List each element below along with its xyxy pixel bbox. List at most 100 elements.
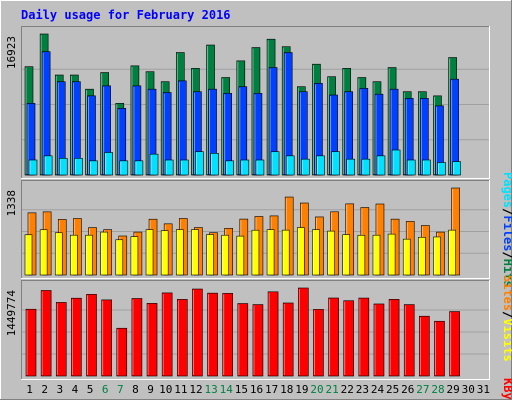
visits-bar-24 <box>372 234 381 276</box>
day-label-28: 28 <box>431 383 444 396</box>
day-label-3: 3 <box>57 383 64 396</box>
legend-sep-1: / <box>501 208 512 215</box>
day-label-9: 9 <box>147 383 154 396</box>
day-label-2: 2 <box>41 383 48 396</box>
visits-bar-26 <box>402 238 411 276</box>
files-bar-29 <box>450 78 459 176</box>
visits-bar-16 <box>251 229 260 276</box>
kbytes-bar-10 <box>161 292 173 377</box>
legend-sep-3: / <box>501 311 512 318</box>
visits-bar-3 <box>54 232 63 276</box>
legend-visits: Visits <box>501 318 512 361</box>
visits-bar-13 <box>206 234 214 276</box>
kbytes-bar-14 <box>222 293 233 377</box>
kbytes-bar-22 <box>343 300 355 377</box>
svg-text:Pages/Files/Hits: Pages/Files/Hits <box>501 172 512 288</box>
pages-bar-5 <box>89 160 98 176</box>
day-label-31: 31 <box>477 383 490 396</box>
kbytes-bar-23 <box>358 297 370 377</box>
visits-bar-1 <box>24 234 33 276</box>
day-axis-labels: 1 2 3 4 5 6 7 8 9 10 11 12 13 14 15 16 17 18 19 20 21 22 23 24 2… <box>26 383 490 396</box>
visits-bar-6 <box>100 231 108 276</box>
pages-bar-11 <box>179 159 189 176</box>
visits-bar-21 <box>327 230 335 276</box>
day-label-4: 4 <box>72 383 79 396</box>
day-label-20: 20 <box>310 383 323 396</box>
day-label-10: 10 <box>159 383 172 396</box>
pages-bar-16 <box>255 159 265 176</box>
visits-bar-23 <box>357 234 366 276</box>
visits-bar-14 <box>221 234 229 276</box>
day-label-16: 16 <box>250 383 263 396</box>
kbytes-bar-19 <box>298 287 309 377</box>
kbytes-bar-15 <box>237 303 249 377</box>
visits-bar-4 <box>70 234 78 276</box>
kbytes-bar-3 <box>55 302 67 377</box>
pages-bar-1 <box>28 159 38 176</box>
kbytes-bar-28 <box>434 320 445 377</box>
visits-bar-17 <box>266 229 275 276</box>
day-label-1: 1 <box>26 383 33 396</box>
day-label-11: 11 <box>174 383 187 396</box>
kbytes-bar-8 <box>131 298 143 377</box>
pages-bar-13 <box>210 153 219 176</box>
kbytes-bar-9 <box>146 303 158 377</box>
day-label-12: 12 <box>189 383 202 396</box>
day-label-29: 29 <box>447 383 460 396</box>
legend-pages: Pages <box>501 172 512 208</box>
visits-bar-10 <box>160 230 169 276</box>
visits-bar-15 <box>236 235 245 276</box>
kbytes-bar-29 <box>449 311 460 377</box>
pages-bar-27 <box>422 159 431 176</box>
kbytes-bar-5 <box>86 294 97 377</box>
pages-bar-3 <box>58 158 68 176</box>
day-label-23: 23 <box>356 383 369 396</box>
panel-sites-visits: 1338 <box>5 180 490 279</box>
visits-bar-11 <box>175 229 184 276</box>
y-max-label: 16923 <box>5 36 18 69</box>
day-label-25: 25 <box>386 383 399 396</box>
pages-bar-4 <box>74 158 83 176</box>
day-label-8: 8 <box>132 383 139 396</box>
pages-bar-28 <box>437 162 446 176</box>
day-label-19: 19 <box>295 383 308 396</box>
legend-kbytes: KBytes <box>501 378 512 400</box>
visits-bar-12 <box>191 229 199 276</box>
legend-bot: KBytes <box>501 378 512 404</box>
visits-bar-28 <box>433 236 441 276</box>
legend-mid: Sites/Visits <box>501 275 512 362</box>
kbytes-bar-6 <box>101 299 112 377</box>
day-label-7: 7 <box>117 383 124 396</box>
visits-bar-25 <box>387 233 396 276</box>
day-label-5: 5 <box>87 383 94 396</box>
kbytes-bar-17 <box>267 291 279 377</box>
panel-kbytes: 1449774 <box>5 280 490 380</box>
pages-bar-21 <box>331 151 340 176</box>
legend-sep-2: / <box>501 251 512 258</box>
visits-bar-8 <box>130 236 139 276</box>
visits-bar-20 <box>312 229 320 276</box>
day-label-26: 26 <box>401 383 414 396</box>
visits-bar-27 <box>418 236 426 276</box>
pages-bar-10 <box>164 159 174 176</box>
pages-bar-24 <box>376 155 386 176</box>
visits-bar-7 <box>115 239 124 276</box>
kbytes-bar-18 <box>282 302 294 377</box>
day-label-13: 13 <box>204 383 217 396</box>
visits-bar-19 <box>297 227 305 276</box>
y-max-label: 1338 <box>5 190 18 217</box>
legend-files: Files <box>501 215 512 251</box>
legend-hits: Hits <box>501 259 512 288</box>
visits-bar-22 <box>342 234 351 276</box>
pages-bar-8 <box>134 160 144 176</box>
kbytes-bar-27 <box>419 315 430 377</box>
kbytes-bar-4 <box>71 297 82 377</box>
day-label-6: 6 <box>102 383 109 396</box>
pages-bar-17 <box>270 151 280 176</box>
kbytes-bar-25 <box>388 299 400 377</box>
day-label-14: 14 <box>220 383 234 396</box>
day-label-30: 30 <box>462 383 475 396</box>
kbytes-bar-20 <box>313 309 324 377</box>
visits-bar-2 <box>39 229 48 276</box>
